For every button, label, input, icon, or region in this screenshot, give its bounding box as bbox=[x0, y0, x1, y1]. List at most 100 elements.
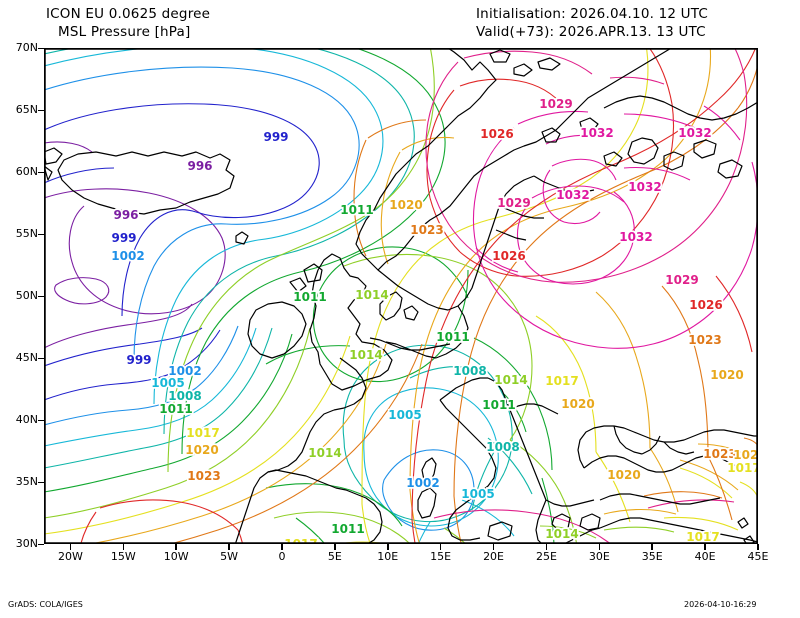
contour-label: 1020 bbox=[607, 468, 640, 482]
contour-label-halo: 1014 bbox=[308, 446, 341, 460]
contour-label: 1014 bbox=[355, 288, 388, 302]
contour-label: 996 bbox=[187, 159, 212, 173]
y-axis-tick-label: 65N bbox=[15, 103, 38, 116]
x-axis-tick-label: 20W bbox=[58, 550, 83, 563]
contour-label: 1032 bbox=[580, 126, 613, 140]
x-axis-tick-label: 35E bbox=[641, 550, 663, 563]
contour-1002 bbox=[44, 66, 475, 531]
contour-label: 1029 bbox=[497, 196, 530, 210]
contour-label: 1014 bbox=[308, 446, 341, 460]
x-axis-tick bbox=[334, 544, 336, 550]
y-axis-tick bbox=[38, 109, 44, 111]
x-axis-tick bbox=[175, 544, 177, 550]
x-axis-tick bbox=[704, 544, 706, 550]
contour-label-halo: 1002 bbox=[111, 249, 144, 263]
contour-label-halo: 1020 bbox=[389, 198, 422, 212]
contour-label: 1023 bbox=[703, 447, 736, 461]
contour-label-halo: 1020 bbox=[733, 448, 758, 462]
contour-label-halo: 1008 bbox=[453, 364, 486, 378]
x-axis-tick bbox=[122, 544, 125, 550]
contour-label-halo: 1017 bbox=[284, 537, 317, 544]
x-axis-tick-label: 10E bbox=[377, 550, 399, 563]
contour-label-halo: 996 bbox=[113, 208, 138, 222]
x-axis-tick-label: 15W bbox=[110, 550, 136, 563]
x-axis-tick-label: 40E bbox=[694, 550, 716, 563]
contour-label: 1011 bbox=[340, 203, 373, 217]
contour-label: 1017 bbox=[284, 537, 317, 544]
contour-label: 1002 bbox=[168, 364, 201, 378]
x-axis-tick bbox=[757, 544, 759, 550]
contour-label-halo: 1014 bbox=[545, 527, 578, 541]
x-axis-tick bbox=[651, 544, 653, 550]
contour-label: 1002 bbox=[406, 476, 439, 490]
y-axis-tick bbox=[38, 481, 44, 483]
contour-label-halo: 1008 bbox=[168, 389, 201, 403]
contour-label-halo: 1032 bbox=[628, 180, 661, 194]
contour-label: 1005 bbox=[388, 408, 421, 422]
contour-1005 bbox=[44, 48, 515, 544]
contour-label-halo: 1008 bbox=[486, 440, 519, 454]
x-axis-tick bbox=[69, 544, 72, 550]
contour-label-halo: 1023 bbox=[688, 333, 721, 347]
contour-label-halo: 1032 bbox=[678, 126, 711, 140]
x-axis-tick bbox=[545, 544, 548, 550]
contour-label-halo: 1017 bbox=[727, 461, 758, 475]
contour-map-svg: 9999999969969969969999991002100299999910… bbox=[44, 48, 758, 544]
contour-label-halo: 1017 bbox=[686, 530, 719, 544]
contour-label: 1008 bbox=[486, 440, 519, 454]
y-axis-tick-label: 50N bbox=[15, 289, 38, 302]
contour-label: 1020 bbox=[733, 448, 758, 462]
contour-label: 1017 bbox=[186, 426, 219, 440]
initialisation-text: Initialisation: 2026.04.10. 12 UTC bbox=[476, 6, 709, 22]
contour-label: 1014 bbox=[349, 348, 382, 362]
contour-label-halo: 1029 bbox=[665, 273, 698, 287]
contour-label-halo: 1023 bbox=[410, 223, 443, 237]
contour-label-halo: 1017 bbox=[186, 426, 219, 440]
contour-label: 1032 bbox=[556, 188, 589, 202]
x-axis-tick bbox=[598, 544, 601, 550]
x-axis-tick-label: 20E bbox=[483, 550, 505, 563]
contour-label: 1026 bbox=[492, 249, 525, 263]
contour-label-halo: 1017 bbox=[545, 374, 578, 388]
contour-label: 1023 bbox=[187, 469, 220, 483]
contour-label: 1023 bbox=[410, 223, 443, 237]
contour-label: 1032 bbox=[619, 230, 652, 244]
y-axis-tick-label: 30N bbox=[15, 537, 38, 550]
contour-label: 1017 bbox=[545, 374, 578, 388]
contour-label-halo: 996 bbox=[187, 159, 212, 173]
y-axis-tick bbox=[38, 233, 44, 235]
map-background bbox=[44, 48, 758, 544]
contour-label: 1026 bbox=[480, 127, 513, 141]
contour-label-halo: 1002 bbox=[168, 364, 201, 378]
y-axis-tick-label: 35N bbox=[15, 475, 38, 488]
coastlines bbox=[44, 48, 758, 544]
contour-label-halo: 1020 bbox=[607, 468, 640, 482]
contour-label: 1014 bbox=[545, 527, 578, 541]
contour-label: 1011 bbox=[436, 330, 469, 344]
x-axis-tick bbox=[387, 544, 389, 550]
x-axis-tick bbox=[281, 544, 283, 550]
contour-label: 1020 bbox=[389, 198, 422, 212]
y-axis-tick bbox=[38, 171, 44, 173]
x-axis-tick-label: 15E bbox=[430, 550, 452, 563]
contour-label: 1020 bbox=[561, 397, 594, 411]
contour-label: 1005 bbox=[461, 487, 494, 501]
y-axis-tick bbox=[38, 47, 44, 49]
contour-label-halo: 999 bbox=[126, 353, 151, 367]
contour-lines bbox=[44, 48, 758, 544]
x-axis-tick-label: 30E bbox=[588, 550, 610, 563]
grads-credit: GrADS: COLA/IGES bbox=[8, 600, 83, 609]
contour-label: 999 bbox=[126, 353, 151, 367]
contour-label-halo: 1020 bbox=[710, 368, 743, 382]
contour-label-halo: 1026 bbox=[689, 298, 722, 312]
contour-label: 1017 bbox=[727, 461, 758, 475]
contour-label-halo: 999 bbox=[111, 231, 136, 245]
y-axis-tick-label: 45N bbox=[15, 351, 38, 364]
contour-label-halo: 1023 bbox=[187, 469, 220, 483]
contour-label: 1008 bbox=[453, 364, 486, 378]
y-axis-tick bbox=[38, 357, 44, 359]
contour-label-halo: 1032 bbox=[580, 126, 613, 140]
map-plot-area: 999 999 996 996 996 996 999 999 1002 1002 999 999 10… bbox=[44, 48, 758, 544]
contour-label-halo: 1005 bbox=[461, 487, 494, 501]
